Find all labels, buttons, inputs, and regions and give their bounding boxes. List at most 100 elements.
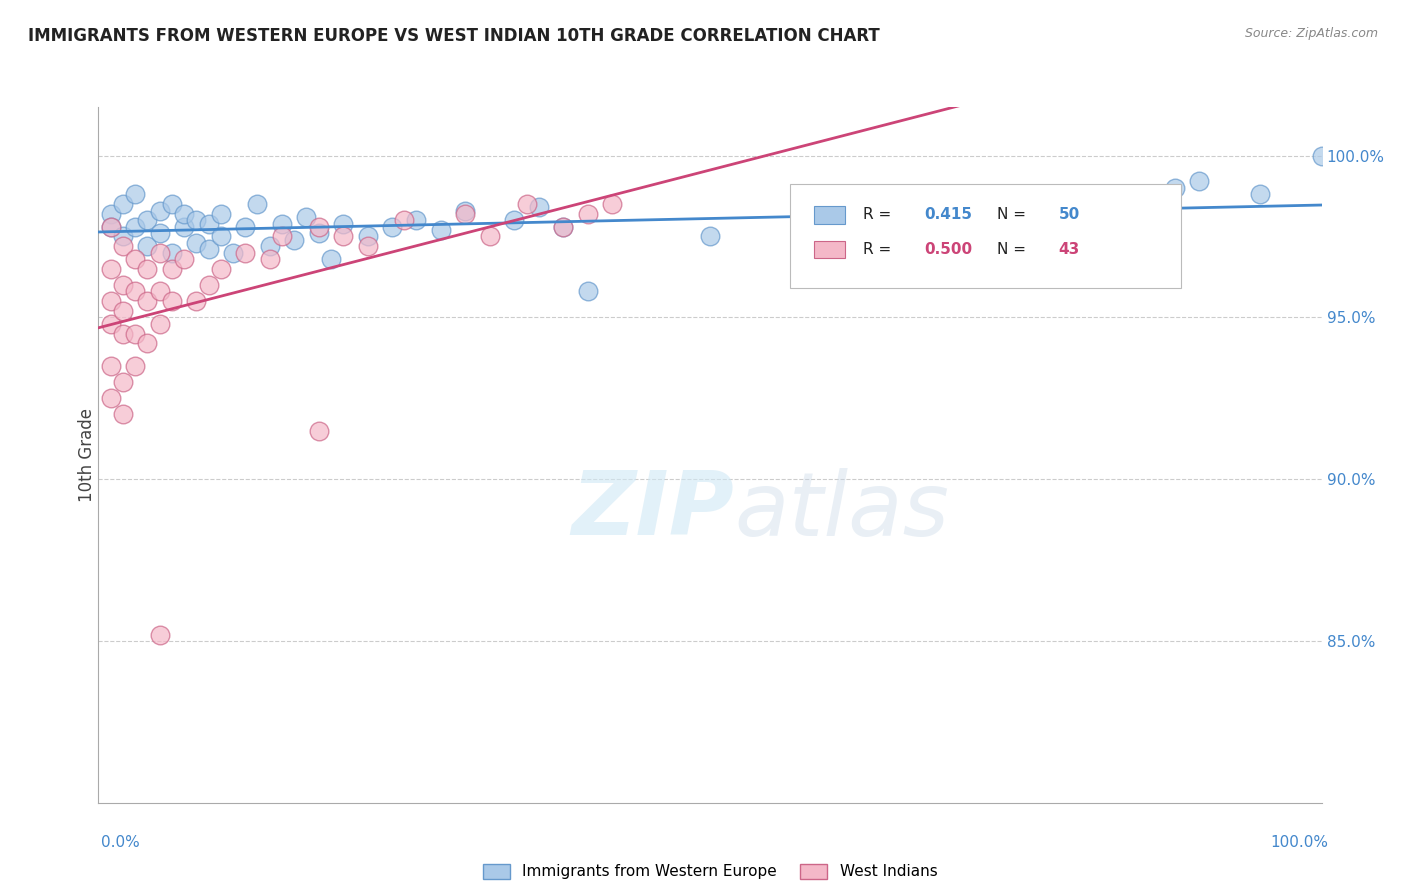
Point: [356, 229, 378, 244]
Point: [124, 326, 146, 341]
Point: [308, 424, 330, 438]
Point: [270, 229, 294, 244]
Point: [111, 408, 134, 422]
Point: [478, 229, 501, 244]
Text: 50: 50: [1059, 207, 1080, 222]
Point: [283, 233, 305, 247]
Point: [149, 317, 172, 331]
Point: [553, 219, 575, 234]
Point: [454, 207, 477, 221]
Point: [197, 243, 219, 257]
Point: [149, 627, 172, 641]
Point: [124, 219, 146, 234]
Point: [699, 229, 721, 244]
Point: [100, 359, 122, 373]
Point: [246, 197, 269, 211]
Point: [124, 359, 146, 373]
Point: [160, 197, 183, 211]
Point: [136, 294, 159, 309]
Point: [430, 223, 453, 237]
FancyBboxPatch shape: [814, 206, 845, 224]
Point: [515, 197, 537, 211]
Text: N =: N =: [997, 242, 1032, 257]
Point: [1164, 181, 1187, 195]
Point: [600, 197, 623, 211]
Point: [160, 261, 183, 276]
Point: [111, 304, 134, 318]
Point: [308, 219, 330, 234]
Point: [124, 285, 146, 299]
Text: ZIP: ZIP: [572, 467, 734, 554]
Point: [1249, 187, 1271, 202]
Point: [576, 207, 599, 221]
Point: [209, 207, 232, 221]
FancyBboxPatch shape: [790, 184, 1181, 288]
Point: [100, 294, 122, 309]
Point: [197, 217, 219, 231]
Point: [821, 252, 844, 267]
Point: [173, 207, 195, 221]
Point: [173, 252, 195, 267]
Point: [173, 219, 195, 234]
Point: [124, 187, 146, 202]
Point: [111, 229, 134, 244]
Point: [186, 213, 208, 227]
Point: [1066, 197, 1088, 211]
Point: [1139, 187, 1161, 202]
Point: [160, 245, 183, 260]
Text: 100.0%: 100.0%: [1271, 836, 1329, 850]
Point: [111, 375, 134, 389]
Point: [308, 226, 330, 240]
Point: [503, 213, 526, 227]
Point: [136, 336, 159, 351]
Point: [100, 317, 122, 331]
Point: [222, 245, 245, 260]
Point: [1090, 245, 1112, 260]
Text: 0.415: 0.415: [924, 207, 972, 222]
Point: [100, 392, 122, 406]
Point: [576, 285, 599, 299]
Point: [259, 252, 281, 267]
Text: R =: R =: [863, 242, 896, 257]
Point: [186, 235, 208, 250]
Point: [233, 219, 256, 234]
Point: [381, 219, 404, 234]
Point: [111, 239, 134, 253]
Point: [209, 229, 232, 244]
Point: [270, 217, 294, 231]
Point: [111, 278, 134, 293]
Text: 0.500: 0.500: [924, 242, 972, 257]
Point: [295, 210, 318, 224]
Point: [553, 219, 575, 234]
Point: [149, 226, 172, 240]
Point: [111, 326, 134, 341]
Point: [233, 245, 256, 260]
FancyBboxPatch shape: [814, 241, 845, 259]
Text: Source: ZipAtlas.com: Source: ZipAtlas.com: [1244, 27, 1378, 40]
Text: R =: R =: [863, 207, 896, 222]
Point: [186, 294, 208, 309]
Point: [149, 203, 172, 218]
Point: [149, 245, 172, 260]
Point: [332, 229, 354, 244]
Point: [124, 252, 146, 267]
Point: [136, 261, 159, 276]
Point: [1188, 174, 1211, 188]
Point: [149, 285, 172, 299]
Point: [100, 219, 122, 234]
Point: [197, 278, 219, 293]
Text: atlas: atlas: [734, 467, 949, 554]
Point: [100, 219, 122, 234]
Point: [845, 229, 868, 244]
Text: 43: 43: [1059, 242, 1080, 257]
Point: [259, 239, 281, 253]
Point: [100, 207, 122, 221]
Point: [527, 200, 550, 214]
Point: [136, 239, 159, 253]
Point: [209, 261, 232, 276]
Point: [332, 217, 354, 231]
Point: [1115, 213, 1137, 227]
Point: [1310, 148, 1333, 162]
Point: [111, 197, 134, 211]
Text: IMMIGRANTS FROM WESTERN EUROPE VS WEST INDIAN 10TH GRADE CORRELATION CHART: IMMIGRANTS FROM WESTERN EUROPE VS WEST I…: [28, 27, 880, 45]
